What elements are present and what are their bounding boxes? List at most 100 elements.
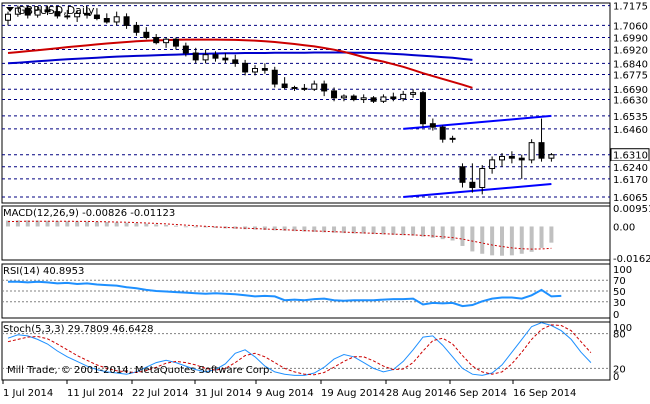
macd-histogram-bar [440, 226, 445, 240]
candle-body [103, 18, 110, 23]
macd-histogram-bar [341, 226, 346, 234]
candle-body [74, 12, 81, 18]
price-level-label: 1.6840 [613, 59, 648, 70]
candle-body [44, 9, 51, 13]
macd-histogram-bar [35, 220, 40, 227]
price-level-label-box [611, 68, 649, 81]
candle-body [222, 57, 229, 61]
macd-histogram-bar [104, 221, 109, 227]
price-level-label: 1.6775 [613, 71, 648, 82]
candle-body [5, 13, 11, 21]
stoch-level-label: 80 [613, 330, 626, 341]
price-level-label-box [611, 83, 649, 96]
x-tick-label: 22 Jul 2014 [132, 388, 189, 399]
candle-body [182, 45, 189, 54]
x-tick-label: 28 Aug 2014 [386, 388, 450, 399]
candle-body [14, 7, 21, 15]
candle-body [380, 96, 387, 102]
price-level-label: 1.6065 [613, 193, 648, 204]
chart-menu-triangle-icon[interactable] [6, 7, 14, 12]
candle-body [360, 97, 367, 101]
price-level-label: 1.6535 [613, 112, 648, 123]
candle-body [489, 159, 496, 170]
macd-histogram-bar [173, 225, 178, 227]
macd-histogram-bar [144, 223, 149, 227]
macd-histogram-bar [490, 226, 495, 256]
macd-histogram-bar [193, 226, 198, 228]
price-level-label: 1.6310 [613, 151, 648, 162]
macd-histogram-bar [322, 226, 327, 233]
price-level-label: 1.6990 [613, 33, 648, 44]
candle-body [261, 68, 268, 71]
slow-ma-line [7, 51, 473, 65]
macd-histogram-bar [401, 226, 406, 236]
price-level-label: 1.6460 [613, 125, 648, 136]
macd-histogram-bar [25, 220, 30, 227]
candle-body [499, 155, 505, 161]
candle-body [301, 87, 308, 90]
macd-level-label: 0.00 [613, 222, 635, 233]
stoch-level-label: 100 [613, 323, 632, 334]
candle-body [340, 95, 347, 99]
candle-body [133, 24, 140, 33]
candle-body [84, 12, 91, 16]
rsi-level-label: 0 [613, 310, 619, 321]
macd-histogram-bar [371, 226, 376, 235]
price-level-label-box [611, 109, 649, 122]
price-level-label-box [611, 172, 649, 185]
candle-body [400, 93, 407, 100]
macd-signal-line [7, 220, 552, 250]
chart-title: GBPUSD,Daily [17, 4, 95, 17]
macd-histogram-bar [262, 226, 267, 230]
x-tick-label: 16 Sep 2014 [513, 388, 576, 399]
rsi-level-label: 70 [613, 276, 626, 287]
macd-histogram-bar [332, 226, 337, 233]
fast-ma-line [7, 38, 473, 89]
macd-level-label: 0.00951 [613, 204, 650, 215]
macd-histogram-bar [292, 226, 297, 232]
rsi-label: RSI(14) 40.8953 [3, 266, 84, 277]
macd-histogram-bar [381, 226, 386, 235]
price-level-label: 1.7175 [613, 2, 648, 13]
candle-body [528, 142, 535, 161]
macd-histogram-bar [183, 226, 188, 228]
macd-histogram-bar [134, 223, 139, 227]
candle-body [291, 86, 298, 89]
candle-body [390, 96, 397, 100]
candle-body [34, 9, 41, 16]
candle-body [321, 83, 328, 92]
price-level-label: 1.6630 [613, 96, 648, 107]
price-level-label: 1.6690 [613, 85, 648, 96]
macd-histogram-bar [154, 224, 159, 227]
rsi-level-label: 50 [613, 287, 626, 298]
macd-histogram-bar [253, 226, 257, 230]
stoch-level-label: 0 [613, 372, 619, 383]
candle-body [163, 38, 170, 44]
macd-histogram-bar [302, 226, 307, 232]
price-level-label: 1.6920 [613, 46, 648, 57]
price-level-label: 1.6170 [613, 175, 648, 186]
macd-histogram-bar [124, 222, 129, 227]
price-level-label-box [611, 19, 649, 32]
macd-histogram-bar [272, 226, 277, 231]
candle-body [212, 54, 219, 59]
stoch-signal-line [7, 324, 592, 376]
candle-body [271, 69, 278, 85]
macd-histogram-bar [351, 226, 356, 234]
candle-body [508, 155, 515, 159]
x-tick-label: 11 Jul 2014 [67, 388, 124, 399]
macd-histogram-bar [411, 226, 416, 236]
macd-histogram-bar [450, 226, 455, 241]
candle-body [192, 52, 199, 61]
candle-body [64, 15, 71, 18]
stoch-level-label: 20 [613, 364, 626, 375]
macd-histogram-bar [85, 221, 90, 227]
candle-body [202, 54, 209, 61]
macd-histogram-bar [213, 226, 218, 229]
macd-histogram-bar [15, 220, 20, 227]
channel-lower-line [403, 183, 552, 198]
macd-histogram-bar [529, 226, 534, 252]
price-level-label-box [611, 190, 649, 203]
price-level-label-box [611, 160, 649, 173]
candle-body [518, 157, 525, 161]
